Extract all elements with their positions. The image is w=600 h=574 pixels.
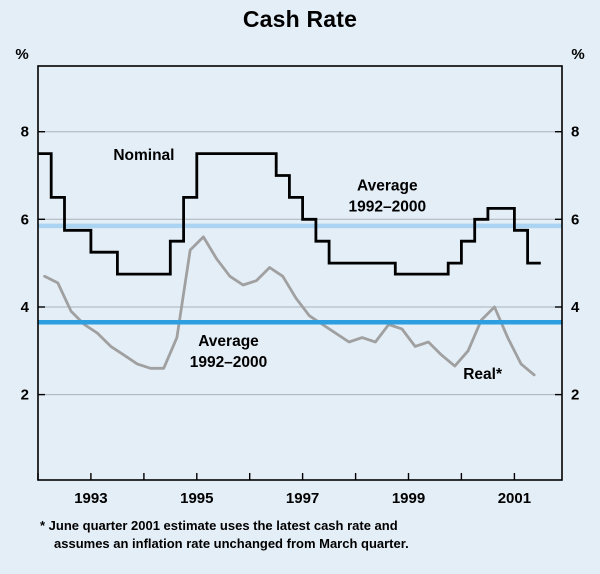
annotation-average-real-label: 1992–2000 [190, 354, 268, 371]
year-label: 1997 [286, 490, 319, 507]
nominal-series-line [38, 152, 541, 276]
chart-title: Cash Rate [242, 6, 358, 32]
y-axis-label-left: 4 [21, 299, 30, 316]
annotation-nominal-label: Nominal [113, 147, 174, 164]
y-axis-label-right: 6 [571, 211, 579, 228]
real-series-line [43, 235, 536, 377]
y-axis-label-left: 8 [21, 124, 29, 141]
percent-label-left: % [15, 46, 28, 63]
annotation-average-nominal-label: 1992–2000 [349, 199, 427, 216]
annotation-average-nominal-label: Average [357, 178, 418, 195]
footnote-line-1: * June quarter 2001 estimate uses the la… [40, 518, 398, 533]
plot-frame [37, 65, 563, 481]
percent-label-right: % [571, 46, 584, 63]
y-axis-label-left: 6 [21, 211, 29, 228]
year-label: 1995 [180, 490, 213, 507]
annotation-real-label: Real* [463, 366, 503, 383]
y-axis-label-right: 8 [571, 124, 579, 141]
y-axis-label-right: 2 [571, 387, 579, 404]
year-label: 2001 [498, 490, 531, 507]
year-label: 1999 [392, 490, 425, 507]
plot-frame-layer [37, 65, 563, 481]
annotation-average-real-label: Average [198, 333, 259, 350]
real-series-layer [43, 235, 536, 377]
y-axis-label-right: 4 [571, 299, 580, 316]
annotations-layer: Nominal Average 1992–2000 Average 1992–2000 R… [113, 147, 503, 383]
footnote-line-2: assumes an inflation rate unchanged from… [54, 536, 409, 551]
nominal-series-layer [38, 152, 541, 276]
cash-rate-chart: 2 2 4 4 6 6 8 8% % 1993 1995 1997 1999 2001 Nominal Av… [15, 46, 584, 507]
year-label: 1993 [74, 490, 107, 507]
y-axis-label-left: 2 [21, 387, 29, 404]
axis-labels-layer: 2 2 4 4 6 6 8 8% % 1993 1995 1997 1999 2001 [15, 46, 584, 507]
